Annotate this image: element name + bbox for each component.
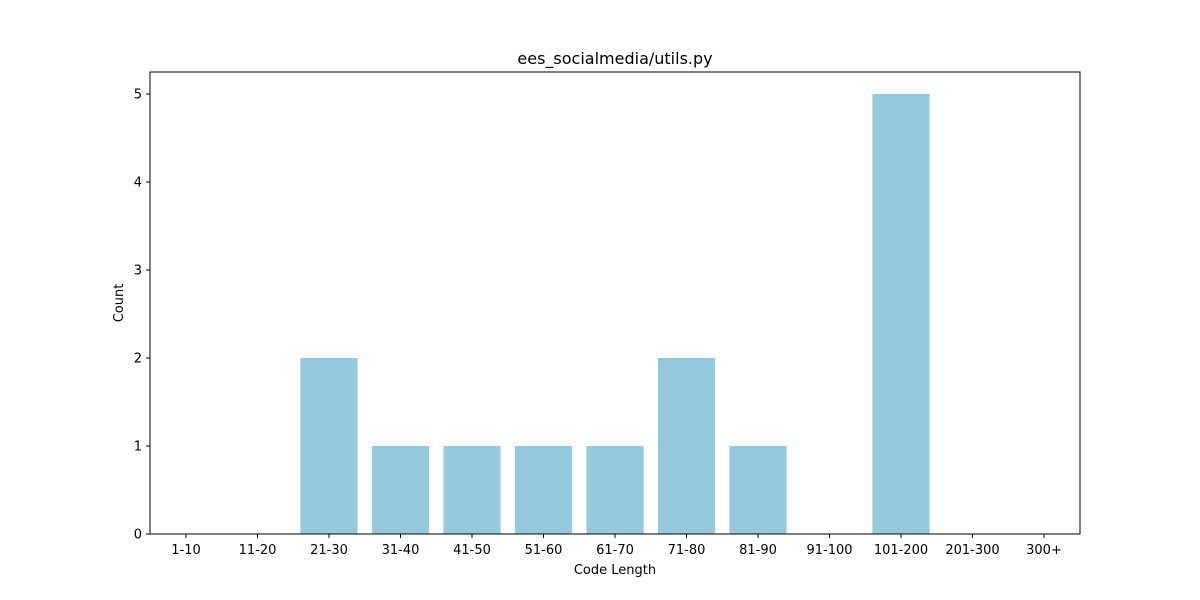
bar-71-80 <box>657 358 716 534</box>
bar-61-70 <box>586 446 644 534</box>
y-tick-label: 0 <box>134 528 142 543</box>
x-tick-label: 41-50 <box>453 543 491 558</box>
bar-51-60 <box>514 446 573 534</box>
x-tick-label: 21-30 <box>310 543 348 558</box>
bar-101-200 <box>872 94 930 534</box>
x-tick-label: 300+ <box>1026 543 1062 558</box>
x-tick-label: 1-10 <box>171 543 201 558</box>
x-tick-label: 51-60 <box>525 543 563 558</box>
x-tick-label: 81-90 <box>739 543 777 558</box>
y-tick-label: 3 <box>134 264 142 279</box>
x-tick-label: 31-40 <box>382 543 420 558</box>
x-axis: 1-10 11-20 21-30 31-40 41-50 51-60 61-70 71-80 8… <box>171 534 1062 558</box>
y-axis: 0 1 2 3 4 5 <box>134 88 150 543</box>
bar-21-30 <box>300 358 358 534</box>
x-tick-label: 11-20 <box>239 543 277 558</box>
x-tick-label: 61-70 <box>596 543 634 558</box>
y-axis-label: Count <box>112 284 127 323</box>
y-tick-label: 2 <box>134 352 142 367</box>
bar-31-40 <box>371 446 430 534</box>
x-tick-label: 71-80 <box>668 543 706 558</box>
bar-81-90 <box>729 446 787 534</box>
y-tick-label: 1 <box>134 440 142 455</box>
bars-layer <box>300 94 930 534</box>
y-tick-label: 5 <box>134 88 142 103</box>
chart-title: ees_socialmedia/utils.py <box>517 49 712 69</box>
bar-41-50 <box>443 446 501 534</box>
x-tick-label: 101-200 <box>874 543 928 558</box>
x-tick-label: 201-300 <box>945 543 999 558</box>
x-tick-label: 91-100 <box>806 543 852 558</box>
y-tick-label: 4 <box>134 176 142 191</box>
x-axis-label: Code Length <box>574 563 656 578</box>
